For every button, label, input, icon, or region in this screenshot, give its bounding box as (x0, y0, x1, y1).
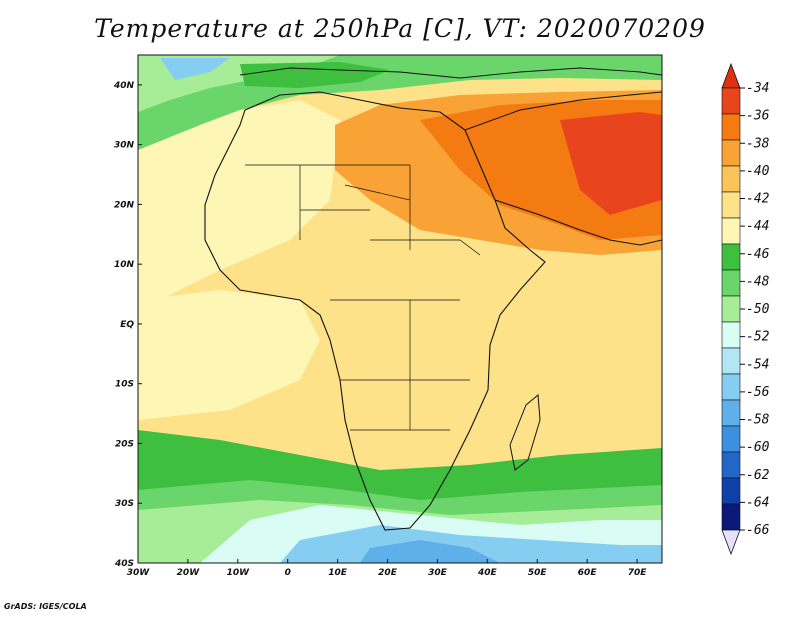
colorbar-label: -66 (746, 523, 770, 538)
lon-tick-label: 20W (177, 568, 201, 578)
colorbar-label: -44 (746, 219, 769, 234)
colorbar-label: -38 (746, 136, 770, 151)
lat-tick-label: 40S (114, 559, 134, 569)
field-hottest-core (560, 112, 662, 215)
colorbar-swatch (721, 321, 741, 349)
colorbar-bottom-arrow (721, 529, 741, 556)
colorbar-label: -36 (746, 109, 770, 124)
colorbar-label: -58 (746, 413, 770, 428)
lon-tick-label: 50E (528, 568, 548, 578)
map-frame (137, 54, 663, 564)
lon-tick-label: 60E (578, 568, 598, 578)
colorbar-label: -60 (746, 440, 770, 455)
colorbar-label: -54 (746, 357, 769, 372)
colorbar-label: -50 (746, 302, 770, 317)
madagascar-coastline (509, 393, 541, 471)
europe-coastline (239, 67, 662, 79)
latitude-axis: 40S 30S 20S 10S EQ 10N 20N 30N 40N (113, 81, 142, 569)
country-borders (245, 164, 481, 431)
colorbar-label: -52 (746, 330, 770, 345)
lat-tick-label: 20S (115, 439, 134, 449)
temperature-field (138, 55, 662, 563)
colorbar-swatch (721, 113, 741, 141)
field-south-deepblue (360, 540, 500, 563)
footer-credit: GrADS: IGES/COLA (4, 602, 87, 611)
colorbar-label: -34 (746, 81, 769, 96)
colorbar-swatch (721, 477, 741, 505)
colorbar-label: -40 (746, 164, 770, 179)
map-title: Temperature at 250hPa [C], VT: 202007020… (94, 14, 706, 43)
colorbar: -34 -36 -38 -40 -42 -44 -46 -48 -50 -52 -54 -56 -58 -… (721, 62, 770, 556)
lat-tick-label: EQ (120, 320, 134, 330)
colorbar-swatch (721, 295, 741, 323)
lon-tick-label: 40E (477, 568, 498, 578)
colorbar-swatch (721, 191, 741, 219)
field-north-blue (160, 58, 230, 80)
colorbar-swatch (721, 503, 741, 531)
colorbar-swatch (721, 243, 741, 271)
colorbar-swatch (721, 425, 741, 453)
lat-tick-label: 10S (115, 380, 134, 390)
colorbar-swatch (721, 217, 741, 245)
colorbar-label: -56 (746, 385, 770, 400)
colorbar-swatch (721, 139, 741, 167)
longitude-axis: 30W 20W 10W 0 10E 20E 30E 40E 50E 60E 70E (127, 559, 647, 578)
lon-tick-label: 30E (428, 568, 448, 578)
colorbar-swatch (721, 347, 741, 375)
field-atlantic-pale (138, 290, 320, 420)
lon-tick-label: 20E (378, 568, 398, 578)
lat-tick-label: 20N (114, 200, 135, 210)
colorbar-swatch (721, 373, 741, 401)
lat-tick-label: 40N (113, 81, 135, 91)
arabia-coastline (464, 91, 662, 246)
lon-tick-label: 10W (227, 568, 251, 578)
field-west-pale (138, 100, 340, 300)
colorbar-swatch (721, 399, 741, 427)
colorbar-label: -46 (746, 247, 770, 262)
lat-tick-label: 30S (115, 499, 134, 509)
lon-tick-label: 10E (328, 568, 348, 578)
colorbar-label: -42 (746, 192, 770, 207)
colorbar-swatch (721, 165, 741, 193)
lon-tick-label: 70E (628, 568, 648, 578)
colorbar-top-arrow (721, 62, 741, 89)
lat-tick-label: 30N (114, 141, 135, 151)
lon-tick-label: 30W (127, 568, 151, 578)
colorbar-label: -64 (746, 495, 769, 510)
colorbar-swatch (721, 451, 741, 479)
lon-tick-label: 0 (285, 568, 291, 578)
colorbar-label: -62 (746, 468, 770, 483)
colorbar-label: -48 (746, 274, 770, 289)
field-north-darkgreen (240, 62, 390, 88)
lat-tick-label: 10N (114, 260, 135, 270)
colorbar-swatch (721, 87, 741, 115)
colorbar-swatch (721, 269, 741, 297)
